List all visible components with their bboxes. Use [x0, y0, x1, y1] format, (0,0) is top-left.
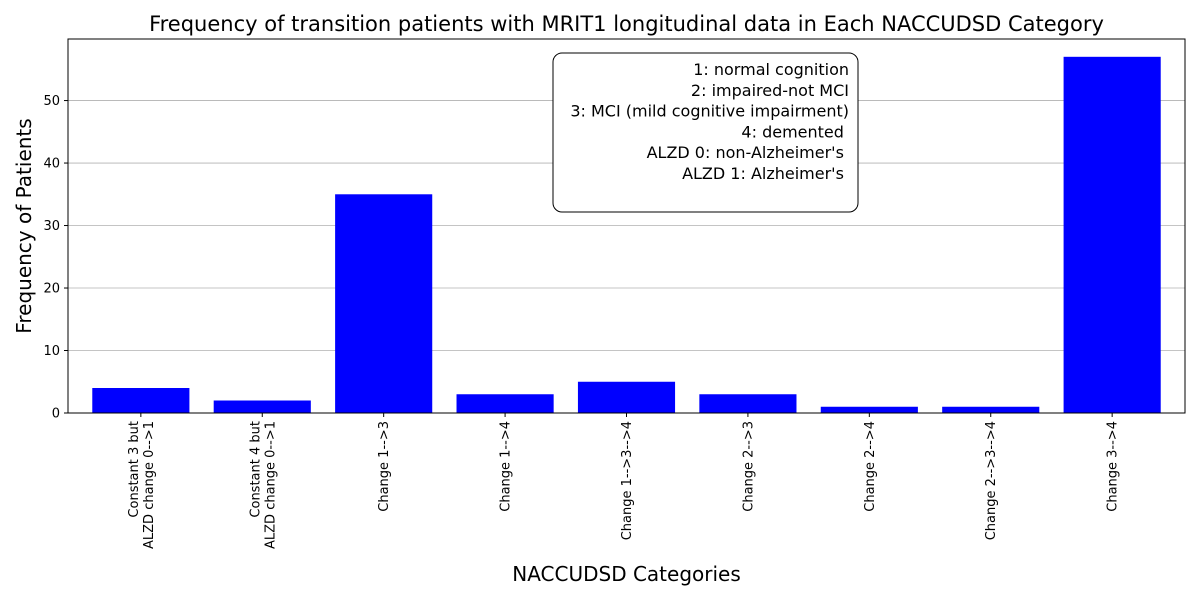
- y-tick-label: 50: [43, 94, 60, 109]
- y-tick-label: 0: [52, 407, 60, 422]
- y-tick-label: 20: [43, 282, 60, 297]
- bar: [699, 394, 797, 413]
- y-axis-label: Frequency of Patients: [12, 118, 36, 333]
- x-tick-label: Constant 3 but: [127, 421, 142, 518]
- x-axis-label: NACCUDSD Categories: [512, 562, 741, 586]
- annotation-line: 4: demented: [741, 122, 849, 141]
- bar: [92, 388, 190, 413]
- chart-title: Frequency of transition patients with MR…: [149, 12, 1104, 36]
- bar: [213, 400, 311, 413]
- bar: [942, 406, 1040, 413]
- annotation-line: ALZD 1: Alzheimer's: [682, 164, 849, 183]
- bar: [577, 381, 676, 413]
- annotation-box: [552, 52, 859, 213]
- x-tick-label: Change 2-->3-->4: [984, 421, 999, 540]
- bar: [820, 406, 918, 413]
- x-tick-label: Change 1-->3: [377, 421, 392, 512]
- y-tick-label: 10: [43, 344, 60, 359]
- annotation-line: 2: impaired-not MCI: [691, 81, 849, 100]
- x-tick-label: Change 2-->3: [741, 421, 756, 512]
- bar: [335, 194, 433, 413]
- annotation-line: 1: normal cognition: [693, 60, 849, 79]
- x-tick-label: Change 1-->3-->4: [620, 421, 635, 540]
- bar: [456, 394, 554, 413]
- y-tick-label: 40: [43, 157, 60, 172]
- x-tick-label: ALZD change 0-->1: [263, 421, 278, 549]
- x-tick-label: ALZD change 0-->1: [142, 421, 157, 549]
- annotation-line: ALZD 0: non-Alzheimer's: [647, 143, 849, 162]
- y-tick-label: 30: [43, 219, 60, 234]
- x-tick-label: Change 3-->4: [1106, 421, 1121, 512]
- x-tick-label: Change 1-->4: [499, 421, 514, 512]
- bar: [1063, 56, 1161, 414]
- annotation-line: 3: MCI (mild cognitive impairment): [570, 102, 849, 121]
- x-tick-label: Constant 4 but: [248, 421, 263, 518]
- x-tick-label: Change 2-->4: [863, 421, 878, 512]
